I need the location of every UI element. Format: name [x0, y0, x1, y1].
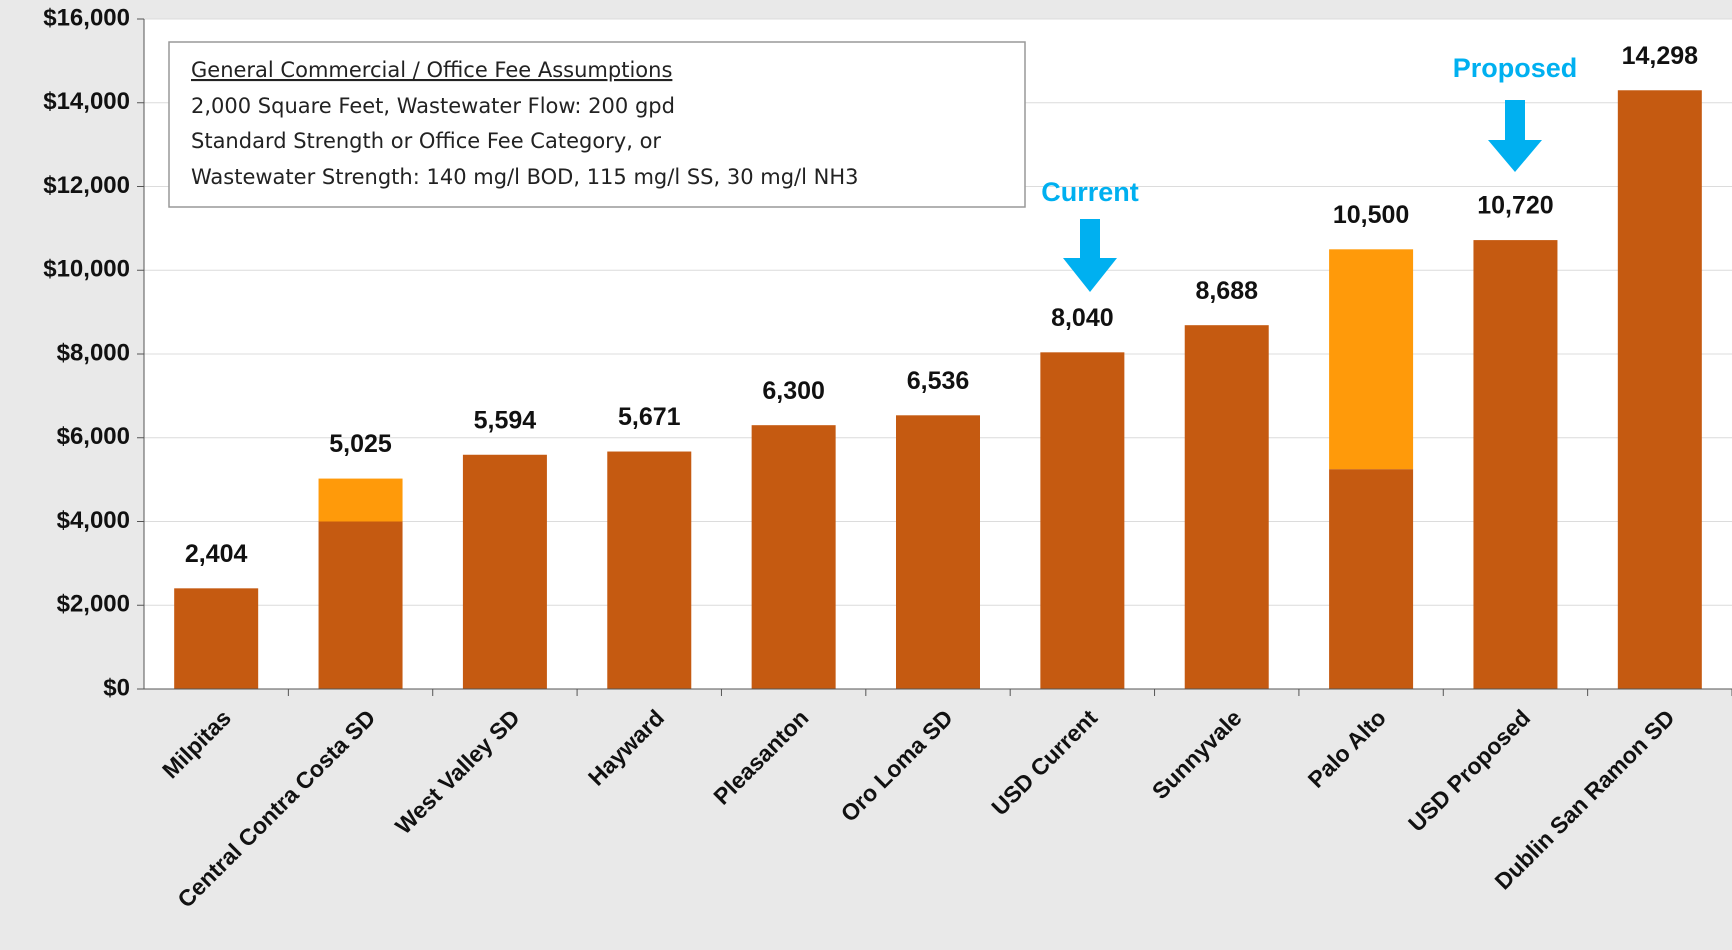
current-arrow: [1063, 219, 1117, 292]
y-tick-label: $6,000: [57, 423, 130, 450]
box-line: Standard Strength or Office Fee Category…: [191, 129, 661, 153]
bar: [1040, 352, 1125, 689]
total-label: 5,594: [474, 406, 537, 434]
y-tick-label: $8,000: [57, 339, 130, 366]
y-tick-label: $10,000: [43, 256, 130, 283]
y-tick-label: $14,000: [43, 88, 130, 115]
total-label: 8,688: [1195, 277, 1258, 305]
bar: [318, 521, 403, 689]
y-tick-label: $0: [103, 674, 130, 701]
total-label: 5,025: [329, 430, 392, 458]
bars: [174, 90, 1702, 690]
current-label: Current: [1041, 177, 1139, 207]
bar: [607, 451, 692, 689]
bar: [462, 454, 547, 689]
proposed-label: Proposed: [1453, 53, 1578, 83]
total-label: 10,500: [1333, 201, 1409, 229]
box-line: 2,000 Square Feet, Wastewater Flow: 200 …: [191, 94, 675, 118]
total-label: 5,671: [618, 403, 681, 431]
y-tick-label: $4,000: [57, 507, 130, 534]
total-label: 6,300: [762, 377, 825, 405]
bar: [318, 478, 403, 522]
y-tick-label: $16,000: [43, 4, 130, 31]
total-label: 14,298: [1622, 42, 1699, 70]
bar: [896, 415, 980, 689]
total-label: 10,720: [1477, 192, 1553, 220]
total-label: 6,536: [907, 367, 970, 395]
bar: [1329, 249, 1414, 470]
y-tick-label: $2,000: [57, 591, 130, 618]
assumption-box: General Commercial / Office Fee Assumpti…: [168, 41, 1026, 208]
bar: [1329, 469, 1414, 689]
y-tick-label: $12,000: [43, 172, 130, 199]
box-frame: [168, 41, 1026, 208]
bar: [1617, 90, 1702, 690]
box-heading: General Commercial / Office Fee Assumpti…: [191, 58, 672, 82]
bar: [1184, 325, 1269, 689]
bar: [751, 425, 836, 689]
total-label: 8,040: [1051, 304, 1114, 332]
box-line: Wastewater Strength: 140 mg/l BOD, 115 m…: [191, 165, 858, 189]
proposed-arrow: [1488, 100, 1542, 172]
bar: [1473, 240, 1558, 689]
total-label: 2,404: [185, 540, 248, 568]
bar: [174, 588, 259, 689]
